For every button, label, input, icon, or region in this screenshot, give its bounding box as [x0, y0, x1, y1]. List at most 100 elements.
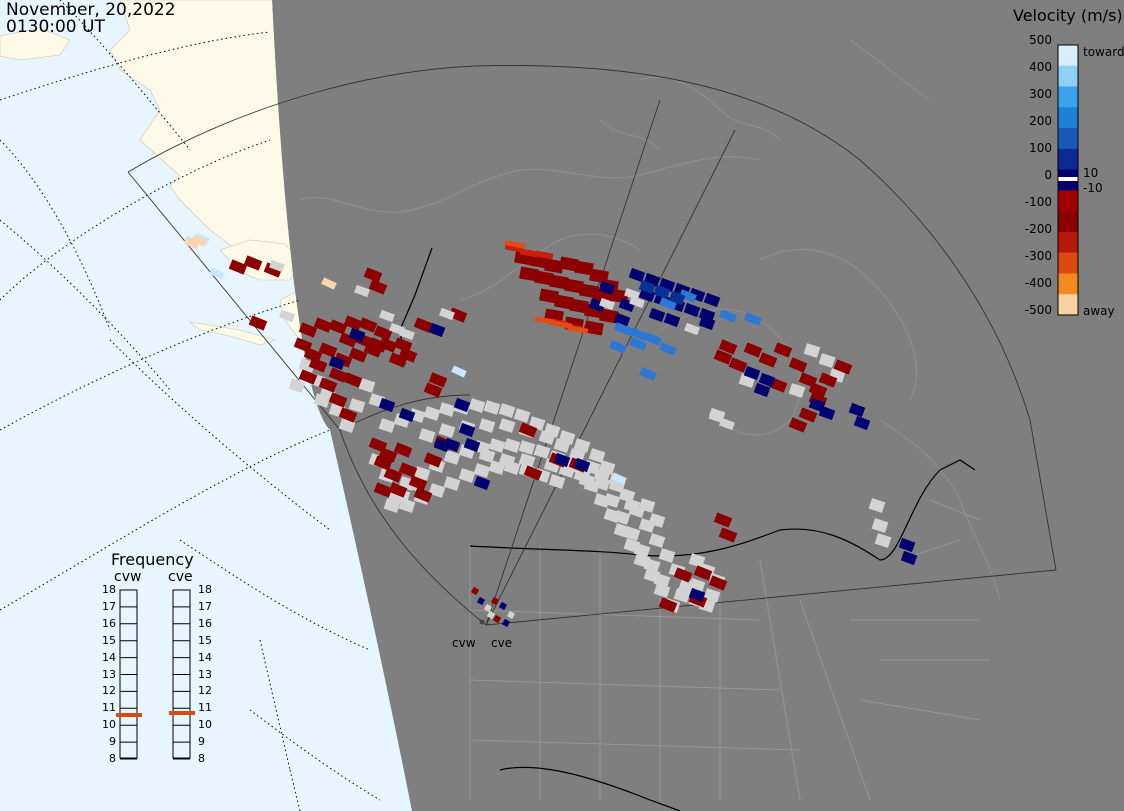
echo-cell — [498, 418, 516, 433]
frequency-scale-number: 9 — [198, 735, 205, 749]
echo-cell — [518, 440, 536, 455]
echo-cell — [743, 342, 763, 358]
echo-cell — [758, 372, 776, 388]
colorbar-segment — [1058, 148, 1078, 171]
echo-cell — [368, 337, 388, 353]
echo-cell — [609, 340, 627, 354]
echo-cell — [539, 288, 559, 304]
echo-cell — [584, 320, 604, 336]
echo-cell — [639, 367, 657, 381]
echo-cell — [368, 279, 388, 295]
echo-cell — [383, 467, 403, 483]
frequency-scale-number: 13 — [198, 667, 212, 681]
frequency-scale-number: 12 — [198, 684, 212, 698]
echo-cell — [269, 259, 285, 273]
echo-cell — [343, 372, 363, 388]
frequency-scale-number: 8 — [109, 752, 116, 765]
day-ocean — [0, 0, 412, 811]
echo-cell — [478, 418, 496, 433]
echo-cell — [549, 274, 569, 290]
echo-cell — [623, 498, 641, 513]
echo-cell — [428, 372, 448, 388]
colorbar-tick-label: 300 — [1029, 87, 1052, 101]
echo-cell — [263, 262, 283, 278]
echo-cell — [439, 307, 455, 321]
echo-cell — [808, 382, 828, 398]
echo-cell — [458, 468, 476, 483]
echo-cell — [468, 398, 486, 413]
echo-cell — [463, 437, 481, 453]
echo-cell — [648, 307, 666, 323]
frequency-scale-number: 16 — [198, 616, 212, 630]
echo-cell — [308, 357, 328, 373]
echo-cell — [413, 317, 433, 333]
frequency-scale-number: 13 — [102, 667, 116, 681]
echo-cell — [513, 408, 531, 423]
echo-cell — [653, 284, 671, 300]
echo-cell — [578, 473, 596, 488]
echo-cell — [629, 337, 647, 351]
echo-cell — [808, 397, 826, 413]
echo-cell — [708, 575, 728, 591]
echo-cell — [288, 378, 306, 393]
echo-cell — [638, 279, 656, 295]
echo-cell — [818, 405, 836, 421]
echo-cell — [498, 453, 516, 468]
echo-cell — [518, 453, 536, 468]
echo-cell — [348, 347, 368, 363]
frequency-title: Frequency — [111, 550, 194, 569]
echo-cell — [548, 474, 566, 489]
echo-cell — [398, 407, 416, 423]
freq-marker-cve — [169, 711, 195, 715]
away-label: away — [1083, 304, 1115, 318]
colorbar-segment — [1058, 107, 1078, 129]
echo-cell — [354, 284, 370, 298]
frequency-scale-number: 14 — [102, 650, 116, 664]
colorbar-segment — [1058, 211, 1078, 233]
echo-cell — [476, 596, 486, 606]
echo-cell — [551, 320, 573, 329]
echo-cell — [473, 475, 491, 491]
echo-cell — [544, 258, 564, 274]
echo-cell — [378, 418, 396, 433]
colorbar-segment — [1058, 65, 1078, 88]
echo-cell — [874, 533, 892, 548]
echo-cell — [658, 548, 676, 563]
echo-cell — [398, 498, 416, 513]
colorbar-tick-label: 500 — [1029, 33, 1052, 47]
echo-cell — [559, 256, 579, 272]
colorbar-tick-label: -500 — [1024, 303, 1052, 317]
echo-cell — [633, 543, 651, 558]
echo-cell — [628, 267, 646, 283]
echo-cell — [458, 422, 476, 438]
toward-label: toward — [1083, 45, 1124, 59]
echo-cell — [848, 402, 866, 418]
echo-cell — [313, 317, 333, 333]
echo-cell — [498, 403, 516, 418]
echo-cell — [871, 518, 889, 533]
echo-cell — [533, 444, 551, 459]
frequency-scale-number: 10 — [198, 718, 212, 732]
echo-cell — [490, 596, 500, 606]
echo-cell — [798, 407, 818, 423]
echo-cell — [868, 498, 886, 513]
echo-cell — [611, 472, 627, 485]
colorbar-segment — [1058, 128, 1078, 150]
echo-cell — [833, 359, 853, 375]
echo-cell — [743, 365, 761, 381]
colorbar-segment — [1058, 294, 1078, 316]
echo-cell — [788, 357, 808, 373]
echo-cell — [703, 588, 721, 603]
echo-cell — [698, 315, 716, 331]
echo-cell — [553, 452, 571, 468]
radar-site-cve: cve — [491, 636, 512, 650]
echo-cell — [498, 601, 508, 611]
colorbar-tick-label: -100 — [1024, 195, 1052, 209]
echo-cell — [398, 462, 418, 478]
colorbar-segment — [1058, 190, 1078, 212]
echo-cell — [393, 337, 413, 353]
echo-cell — [898, 537, 916, 553]
echo-cell — [719, 309, 737, 323]
echo-cell — [191, 234, 207, 247]
